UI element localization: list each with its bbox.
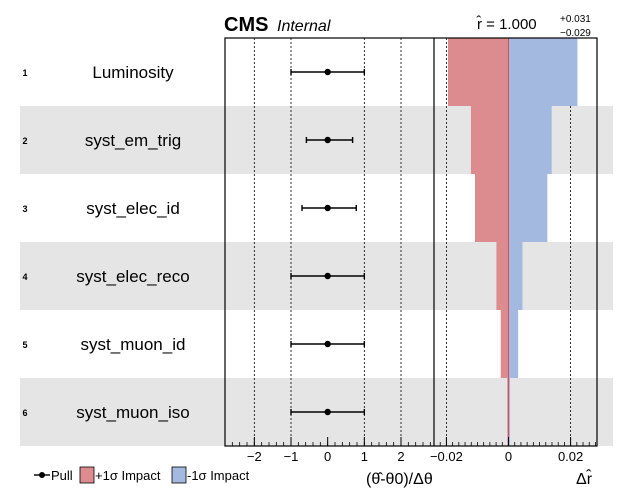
legend-pull-label: Pull [51,468,73,483]
legend-plus-swatch [79,466,95,484]
impact-bar-plus [496,242,509,310]
plot-frames [224,37,598,447]
pull-tick-label: 0 [324,449,331,464]
pull-point [324,204,331,212]
axis-ticks: −2 −1 0 1 2 −0.02 0 0.02 [224,437,596,464]
impact-bars [447,38,578,446]
row-labels: 1 Luminosity 2 syst_em_trig 3 syst_elec_id 4 sy… [22,63,189,422]
row-rank: 5 [22,340,27,350]
rhat-up: +0.031 [560,14,591,25]
row-parameter-name: syst_elec_id [86,199,180,218]
legend-pull-marker [39,472,45,478]
legend: Pull +1σ Impact -1σ Impact [34,466,250,484]
impact-bar-plus [500,310,509,378]
impact-bar-plus [474,174,509,242]
impact-tick-label: −0.02 [430,449,463,464]
impact-bar-minus [508,174,548,242]
impact-bar-minus [508,106,552,174]
legend-minus-label: -1σ Impact [187,468,250,483]
rhat-down: −0.029 [560,28,591,39]
impact-bar-plus [447,38,509,106]
plot-frame [224,37,598,447]
legend-minus-swatch [171,466,187,484]
pull-tick-label: 2 [397,449,404,464]
pull-point [324,136,331,144]
row-parameter-name: syst_muon_id [81,335,186,354]
pull-point [324,408,331,416]
row-parameter-name: Luminosity [92,63,174,82]
grid-lines [253,38,572,446]
row-parameter-name: syst_muon_iso [76,403,189,422]
pull-tick-label: −1 [284,449,299,464]
internal-label: Internal [277,18,331,35]
pull-point [324,340,331,348]
pull-axis-label: (θ̂-θ0)/Δθ [366,471,433,488]
impact-bar-plus [507,378,509,446]
row-parameter-name: syst_elec_reco [76,267,189,286]
legend-plus-label: +1σ Impact [95,468,161,483]
pull-point [324,68,331,76]
impact-tick-label: 0 [505,449,512,464]
pull-points [290,68,366,416]
row-rank: 2 [22,136,27,146]
impact-tick-label: 0.02 [558,449,583,464]
impact-axis-label: Δr̂ [576,468,593,488]
impact-bar-minus [508,38,578,106]
row-rank: 4 [22,272,27,282]
impact-bar-plus [470,106,509,174]
row-rank: 3 [22,204,27,214]
cms-label: CMS [224,14,268,36]
impact-bar-minus [508,378,511,446]
row-rank: 1 [22,68,27,78]
rhat-label: r̂ = 1.000 [476,15,537,33]
row-parameter-name: syst_em_trig [85,131,181,150]
row-rank: 6 [22,408,27,418]
pull-point [324,272,331,280]
pull-tick-label: 1 [361,449,368,464]
pull-tick-label: −2 [247,449,262,464]
impact-bar-minus [508,242,523,310]
impact-bar-minus [508,310,519,378]
